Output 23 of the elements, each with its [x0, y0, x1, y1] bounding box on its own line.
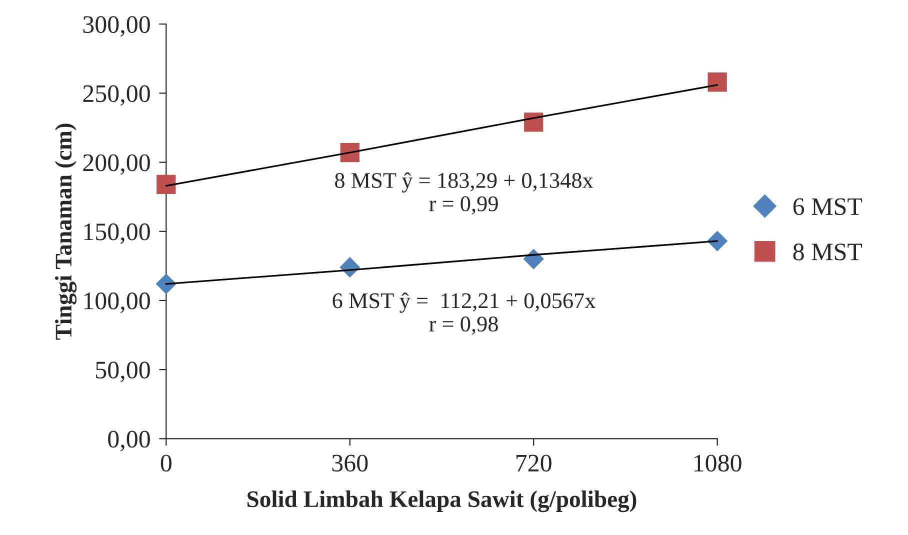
x-tick-label: 720 [516, 454, 552, 472]
point [524, 112, 544, 132]
point [156, 274, 176, 294]
point [708, 72, 727, 92]
annotation: 8 MST ŷ = 183,29 + 0,1348x r = 0,99 [335, 172, 594, 214]
point [156, 174, 176, 194]
point [707, 230, 728, 252]
x-tick-label: 1080 [694, 454, 742, 472]
y-axis-title: Tinggi Tanaman (cm) [54, 124, 77, 340]
y-tick-label: 300,00 [83, 16, 150, 37]
legend-label: 8 MST [793, 244, 862, 260]
annotation: 6 MST ŷ = 112,21 + 0,0567x r = 0,98 [332, 292, 596, 335]
y-tick-label: 100,00 [84, 292, 150, 314]
legend-label: 6 MST [793, 198, 862, 216]
point [340, 143, 360, 162]
y-tick-label: 200,00 [83, 154, 150, 175]
x-tick-label: 0 [160, 454, 172, 472]
y-tick-label: 250,00 [83, 85, 150, 106]
x-axis-title: Solid Limbah Kelapa Sawit (g/polibeg) [248, 490, 636, 512]
x-tick-label: 360 [332, 454, 368, 472]
y-tick-label: 50,00 [96, 362, 150, 382]
y-tick-label: 0,00 [108, 430, 150, 452]
y-tick-label: 150,00 [84, 223, 150, 244]
